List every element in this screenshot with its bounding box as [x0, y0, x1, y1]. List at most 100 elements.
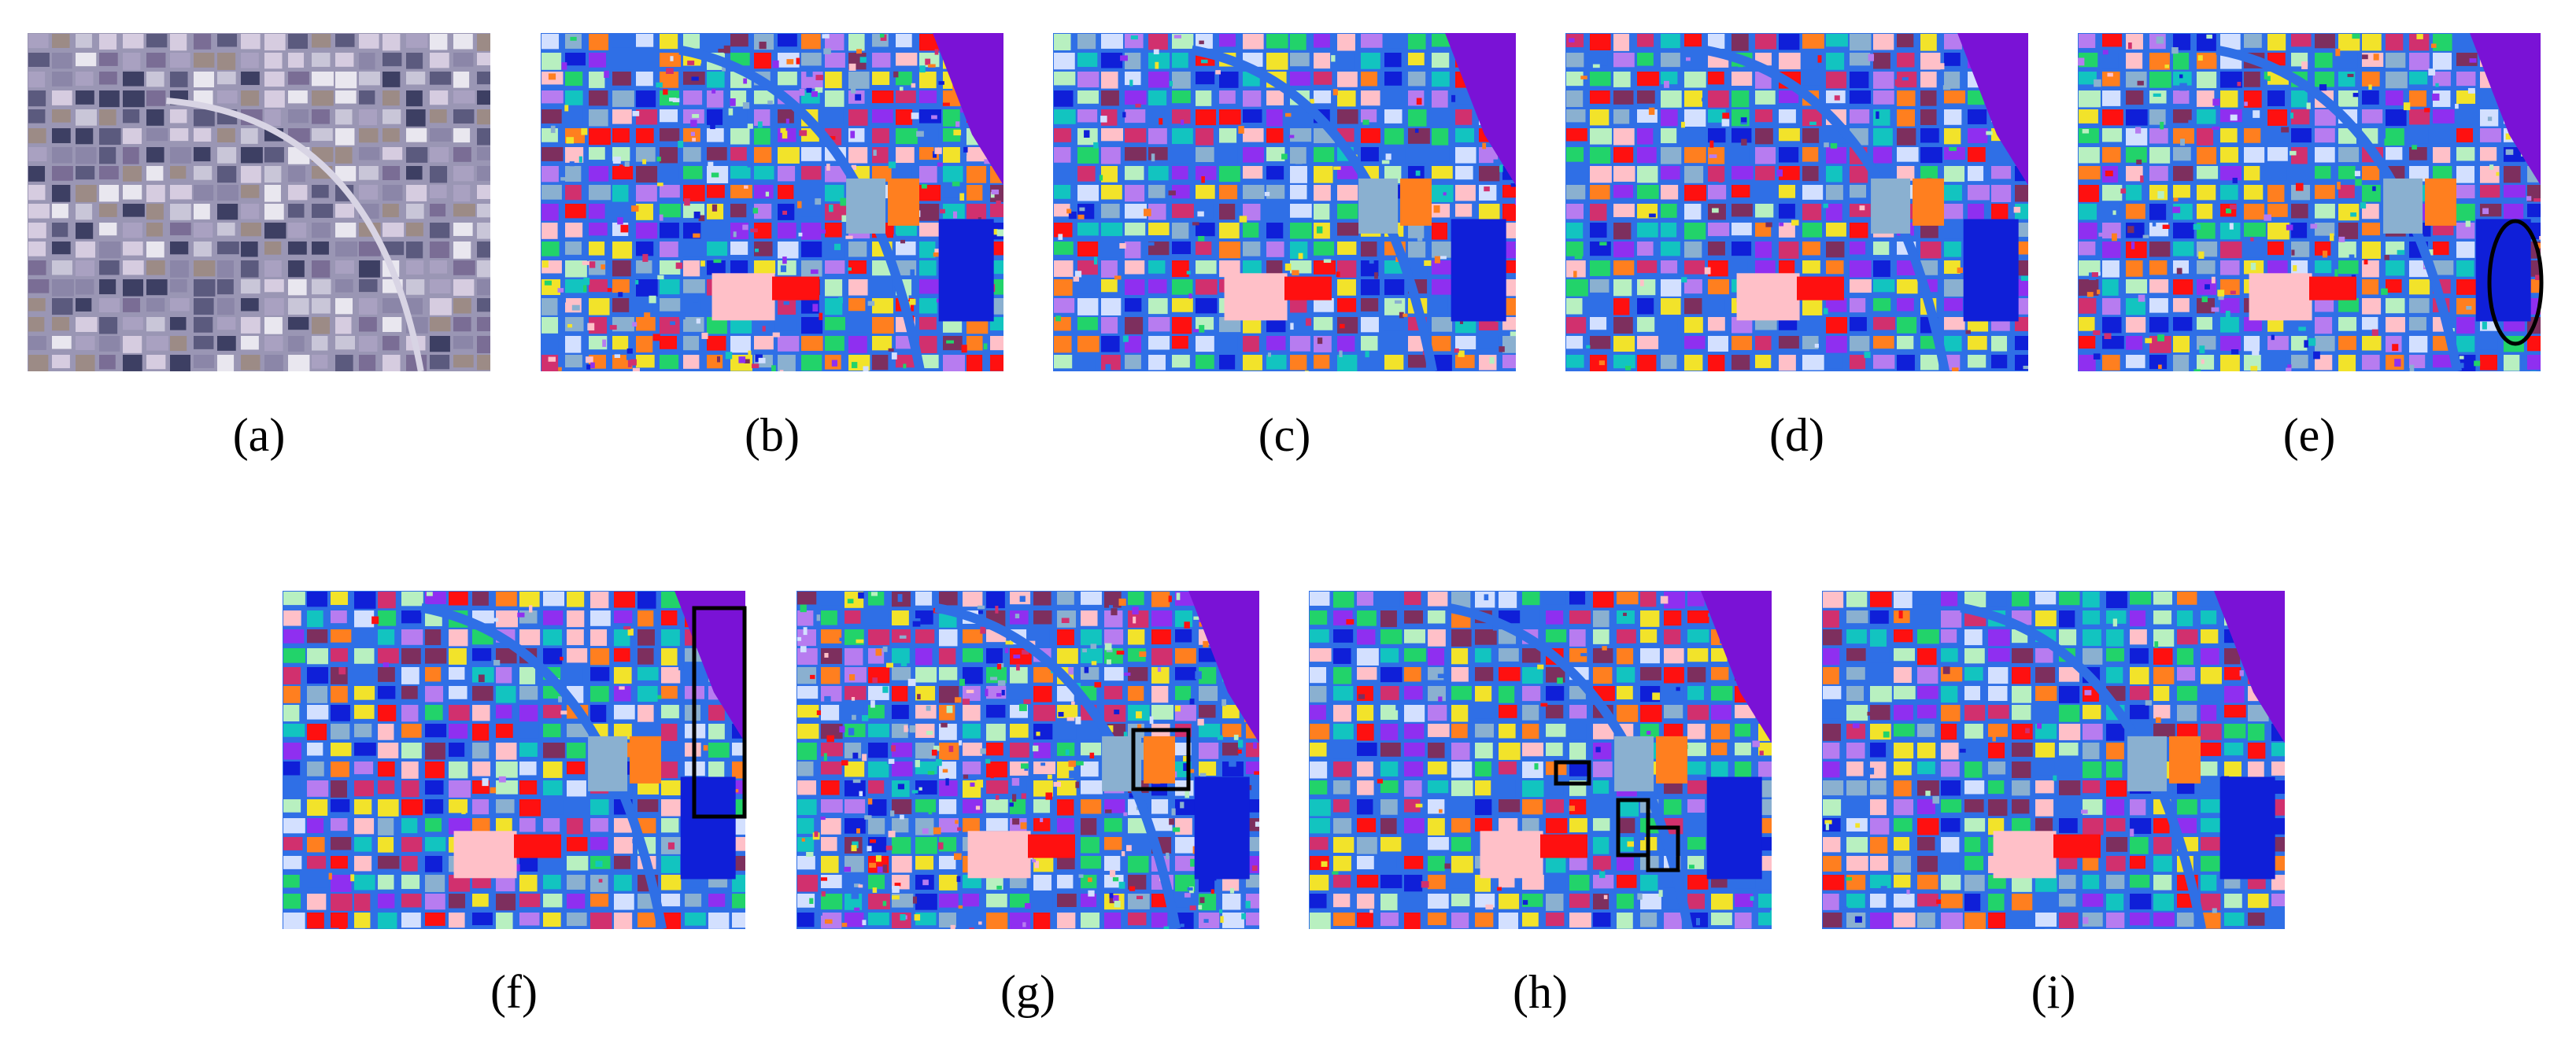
map-field: [967, 831, 1031, 879]
map-block: [99, 242, 121, 259]
map-speck: [752, 208, 759, 214]
map-speck: [693, 233, 700, 238]
map-block: [1637, 53, 1654, 66]
map-speck: [1415, 170, 1421, 176]
map-block: [1451, 780, 1473, 796]
map-block: [1991, 204, 2009, 219]
map-block: [335, 223, 357, 238]
map-block: [1266, 185, 1285, 199]
map-block: [2315, 185, 2335, 199]
map-block: [565, 242, 582, 255]
map-block: [170, 128, 189, 142]
map-block: [778, 34, 797, 47]
map-block: [963, 762, 981, 775]
map-block: [660, 185, 680, 198]
map-block: [453, 317, 471, 332]
map-speck: [492, 618, 499, 622]
map-speck: [696, 318, 700, 324]
map-speck: [958, 905, 963, 909]
map-block: [2130, 818, 2152, 835]
map-speck: [1284, 263, 1292, 271]
map-block: [1593, 913, 1611, 927]
map-speck: [796, 57, 800, 65]
map-block: [496, 875, 516, 892]
map-block: [283, 856, 302, 869]
map-speck: [1399, 312, 1404, 319]
map-block: [872, 90, 894, 104]
map-block: [1964, 856, 1984, 871]
map-block: [1290, 72, 1310, 86]
map-speck: [2308, 337, 2316, 346]
map-block: [1404, 610, 1424, 624]
map-block: [1944, 90, 1966, 104]
map-block: [1522, 780, 1544, 798]
map-block: [1077, 34, 1096, 50]
map-field: [2425, 178, 2456, 226]
map-block: [1684, 147, 1706, 164]
map-block: [1033, 667, 1053, 683]
map-block: [1522, 913, 1539, 927]
map-speck: [984, 159, 992, 164]
map-block: [1125, 185, 1145, 202]
map-block: [1266, 90, 1284, 106]
map-road: [1703, 45, 1950, 371]
map-speck: [1089, 752, 1095, 759]
map-block: [892, 762, 913, 776]
map-block: [1687, 818, 1706, 835]
map-block: [2102, 298, 2121, 315]
map-block: [825, 109, 844, 124]
map-speck: [1492, 624, 1499, 631]
map-block: [986, 780, 1008, 795]
map-block: [331, 799, 350, 813]
map-speck: [801, 838, 805, 842]
map-block: [283, 724, 305, 737]
map-block: [1802, 204, 1822, 221]
map-speck: [644, 312, 651, 320]
map-block: [2149, 260, 2168, 275]
map-block: [730, 260, 748, 275]
map-block: [1219, 90, 1236, 104]
map-field: [1284, 276, 1332, 301]
map-block: [541, 298, 558, 315]
map-speck: [541, 260, 549, 268]
map-block: [2338, 223, 2359, 239]
map-block: [943, 90, 961, 107]
map-block: [2130, 837, 2149, 854]
map-block: [217, 242, 239, 255]
map-block: [1613, 336, 1635, 352]
map-block: [614, 875, 632, 891]
map-block: [1920, 223, 1938, 238]
map-block: [638, 799, 659, 813]
map-speck: [869, 862, 877, 868]
map-speck: [1047, 774, 1052, 780]
map-block: [2083, 780, 2101, 794]
map-speck: [1416, 98, 1422, 105]
map-block: [1428, 724, 1450, 737]
map-block: [1404, 592, 1421, 606]
map-block: [2201, 743, 2222, 757]
map-block: [1637, 72, 1659, 87]
map-block: [264, 317, 283, 334]
map-block: [1125, 355, 1141, 370]
map-block: [217, 90, 238, 104]
map-block: [76, 317, 98, 332]
map-block: [1357, 705, 1374, 721]
map-speck: [892, 895, 900, 900]
map-speck: [2252, 348, 2260, 356]
map-speck: [1217, 735, 1223, 740]
map-block: [1451, 686, 1472, 700]
map-block: [2059, 780, 2081, 795]
map-field: [1540, 834, 1587, 858]
map-block: [1333, 743, 1355, 759]
map-speck: [888, 348, 894, 352]
map-block: [1151, 592, 1170, 607]
map-speck: [1239, 216, 1247, 223]
map-block: [1081, 610, 1098, 626]
map-block: [963, 799, 983, 813]
map-block: [2035, 799, 2054, 817]
map-block: [378, 667, 395, 682]
map-region: [1957, 33, 2028, 186]
map-block: [1991, 185, 2012, 202]
map-block: [1428, 837, 1449, 850]
map-block: [2102, 185, 2123, 201]
